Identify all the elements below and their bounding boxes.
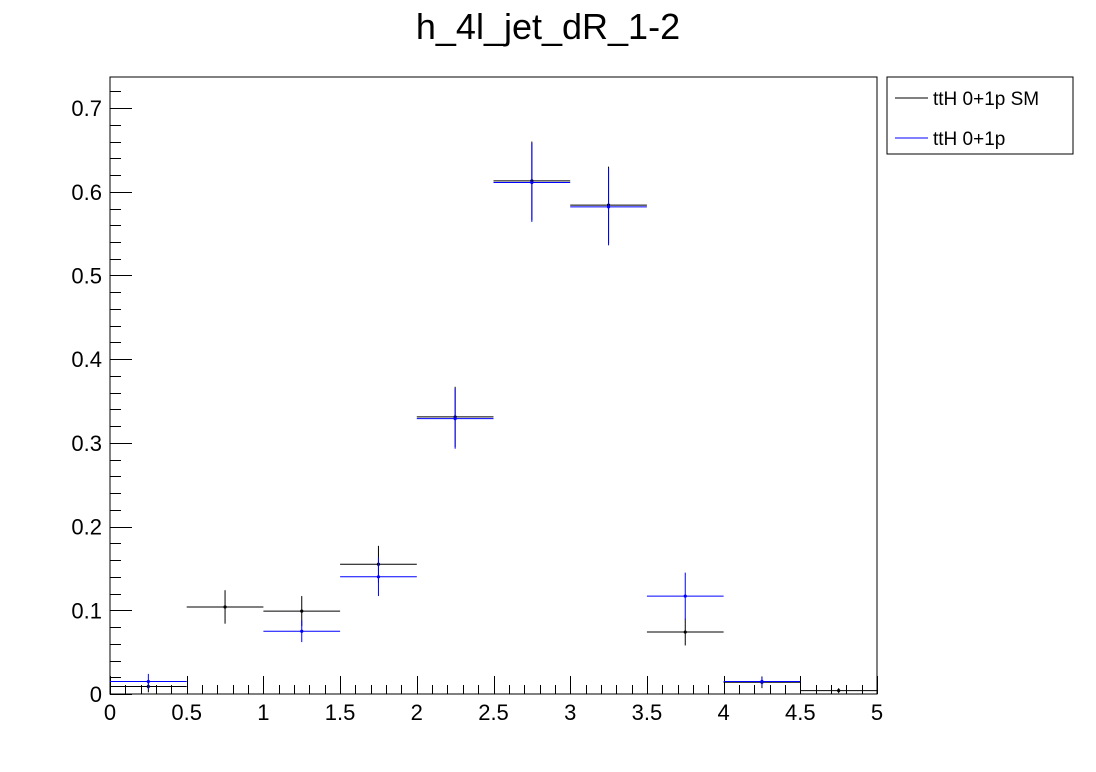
x-tick-label: 0.5 <box>171 700 202 725</box>
y-tick-label: 0.4 <box>71 347 102 372</box>
x-tick-label: 4.5 <box>785 700 816 725</box>
x-tick-label: 1 <box>257 700 269 725</box>
y-tick-label: 0 <box>90 682 102 707</box>
series-ttH-0+1p <box>110 143 801 689</box>
x-tick-label: 5 <box>871 700 883 725</box>
y-tick-label: 0.1 <box>71 598 102 623</box>
data-point <box>683 630 687 634</box>
series-ttH-0+1p-SM <box>110 141 877 694</box>
x-tick-label: 4 <box>717 700 729 725</box>
legend: ttH 0+1p SM ttH 0+1p <box>886 76 1074 155</box>
chart-title: h_4l_jet_dR_1-2 <box>415 6 681 47</box>
axes: 0 0.5 1 1.5 2 2.5 3 3.5 4 4.5 5 0 0.1 0.2 0.3 0.4 0.5 0.6… <box>71 76 883 725</box>
data-point <box>376 575 381 579</box>
data-point <box>223 605 227 609</box>
data-layer <box>110 141 877 694</box>
x-tick-label: 2 <box>411 700 423 725</box>
data-point <box>530 180 534 185</box>
y-tick-label: 0.2 <box>71 515 102 540</box>
data-point <box>760 679 764 684</box>
y-tick-label: 0.5 <box>71 263 102 288</box>
data-point <box>146 679 150 684</box>
x-tick-label: 1.5 <box>325 700 356 725</box>
y-tick-label: 0.7 <box>71 96 102 121</box>
y-tick-label: 0.3 <box>71 431 102 456</box>
legend-entry: ttH 0+1p SM <box>933 89 1039 110</box>
x-tick-label: 3 <box>564 700 576 725</box>
data-point <box>453 417 457 421</box>
y-tick-label: 0.6 <box>71 180 102 205</box>
data-point <box>606 205 611 209</box>
plot-frame <box>109 76 878 695</box>
x-tick-label: 3.5 <box>632 700 663 725</box>
legend-box <box>886 76 1074 155</box>
legend-entry: ttH 0+1p <box>933 129 1005 150</box>
data-point <box>300 609 304 613</box>
data-point <box>837 689 841 693</box>
data-point <box>683 594 687 598</box>
x-tick-label: 0 <box>104 700 116 725</box>
data-point <box>300 629 304 633</box>
x-tick-label: 2.5 <box>478 700 509 725</box>
